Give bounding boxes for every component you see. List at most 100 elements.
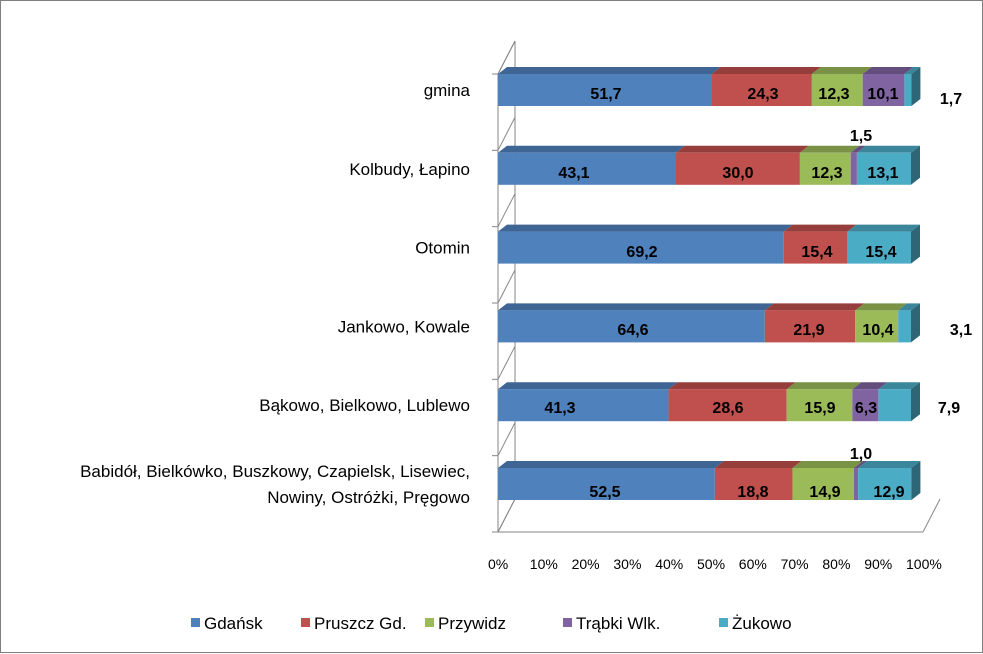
x-tick-label: 40% bbox=[655, 556, 683, 572]
x-tick-label: 80% bbox=[822, 556, 850, 572]
bar-top-face bbox=[498, 303, 774, 311]
bar-top-face bbox=[858, 461, 921, 468]
category-separator bbox=[497, 269, 516, 304]
bar-top-face bbox=[850, 145, 866, 153]
bar-segment bbox=[498, 468, 715, 500]
data-label: 43,1 bbox=[558, 165, 589, 182]
bar-segment bbox=[711, 74, 812, 106]
data-label: 12,9 bbox=[873, 484, 904, 501]
data-label: 24,3 bbox=[747, 86, 778, 103]
x-tick-label: 90% bbox=[864, 556, 892, 572]
x-tick-label: 10% bbox=[530, 556, 558, 572]
bar-segment bbox=[856, 152, 911, 185]
data-label: 15,4 bbox=[801, 244, 832, 261]
data-label: 41,3 bbox=[544, 400, 575, 417]
bar-segment bbox=[811, 74, 863, 106]
bar-segment bbox=[792, 468, 855, 500]
bar-segment bbox=[498, 152, 677, 185]
bar-segment bbox=[498, 231, 784, 264]
legend-label: Przywidz bbox=[438, 614, 506, 633]
bar-top-face bbox=[898, 303, 920, 311]
data-label: 14,9 bbox=[809, 484, 840, 501]
category-label: Nowiny, Ostróżki, Pręgowo bbox=[267, 488, 470, 507]
data-label: 1,7 bbox=[940, 91, 962, 108]
legend-label: Pruszcz Gd. bbox=[314, 614, 407, 633]
data-label: 51,7 bbox=[590, 86, 621, 103]
data-label: 15,9 bbox=[804, 400, 835, 417]
legend-label: Trąbki Wlk. bbox=[576, 614, 660, 633]
data-label: 12,3 bbox=[811, 165, 842, 182]
bar-side-face bbox=[911, 303, 920, 343]
legend-swatch bbox=[425, 618, 434, 627]
bar-segment bbox=[676, 152, 800, 185]
bar-segment bbox=[498, 310, 765, 343]
category-separator bbox=[497, 346, 516, 380]
bar-segment bbox=[855, 310, 899, 343]
data-label: 10,4 bbox=[862, 322, 893, 339]
bar-top-face bbox=[855, 303, 908, 311]
x-tick-label: 50% bbox=[697, 556, 725, 572]
data-label: 6,3 bbox=[855, 400, 877, 417]
category-label: Bąkowo, Bielkowo, Lublewo bbox=[259, 396, 470, 415]
data-label: 18,8 bbox=[737, 484, 768, 501]
data-label: 21,9 bbox=[793, 322, 824, 339]
bar-segment bbox=[850, 152, 857, 185]
bar-top-face bbox=[714, 461, 802, 468]
bar-segment bbox=[764, 310, 856, 343]
bar-side-face bbox=[911, 224, 920, 264]
bar-segment bbox=[898, 310, 911, 343]
data-label: 12,3 bbox=[818, 86, 849, 103]
bar-segment bbox=[668, 389, 787, 422]
legend-swatch bbox=[563, 618, 572, 627]
data-label: 13,1 bbox=[867, 165, 898, 182]
x-tick-label: 60% bbox=[739, 556, 767, 572]
back-wall bbox=[515, 41, 928, 499]
bar-top-face bbox=[904, 67, 921, 74]
x-axis-depth-line bbox=[922, 498, 941, 533]
category-label: gmina bbox=[424, 81, 471, 100]
data-label: 52,5 bbox=[589, 484, 620, 501]
data-label: 10,1 bbox=[867, 86, 898, 103]
bar-top-face bbox=[878, 382, 920, 390]
bar-top-face bbox=[792, 461, 864, 468]
bar-segment bbox=[862, 74, 905, 106]
legend-swatch bbox=[301, 618, 310, 627]
bar-top-face bbox=[852, 382, 888, 390]
bar-side-face bbox=[911, 461, 921, 500]
bar-top-face bbox=[811, 67, 872, 74]
bar-side-face bbox=[911, 145, 920, 185]
data-label: 69,2 bbox=[626, 244, 657, 261]
x-tick-label: 20% bbox=[572, 556, 600, 572]
category-label: Jankowo, Kowale bbox=[338, 317, 470, 336]
bar-segment bbox=[904, 74, 912, 106]
bar-top-face bbox=[498, 461, 724, 468]
bar-top-face bbox=[786, 382, 862, 390]
bar-segment bbox=[783, 231, 848, 264]
bar-top-face bbox=[498, 224, 793, 232]
bar-segment bbox=[854, 468, 859, 500]
bar-top-face bbox=[854, 461, 868, 468]
bar-top-face bbox=[668, 382, 796, 390]
data-label: 30,0 bbox=[722, 165, 753, 182]
data-label: 3,1 bbox=[950, 322, 972, 339]
category-separator bbox=[497, 40, 516, 75]
bar-top-face bbox=[862, 67, 914, 74]
bar-segment bbox=[858, 468, 912, 500]
legend-swatch bbox=[191, 618, 200, 627]
category-separator bbox=[497, 117, 516, 151]
legend-label: Żukowo bbox=[732, 614, 792, 633]
bar-segment bbox=[847, 231, 911, 264]
bar-top-face bbox=[764, 303, 865, 311]
bar-segment bbox=[498, 74, 712, 106]
bar-side-face bbox=[911, 382, 920, 422]
x-tick-label: 30% bbox=[613, 556, 641, 572]
data-label: 64,6 bbox=[617, 322, 648, 339]
bar-side-face bbox=[911, 67, 921, 106]
data-label: 1,5 bbox=[850, 128, 872, 145]
data-label: 15,4 bbox=[865, 244, 896, 261]
bar-top-face bbox=[856, 145, 920, 153]
bar-segment bbox=[714, 468, 793, 500]
data-label: 1,0 bbox=[850, 446, 872, 463]
